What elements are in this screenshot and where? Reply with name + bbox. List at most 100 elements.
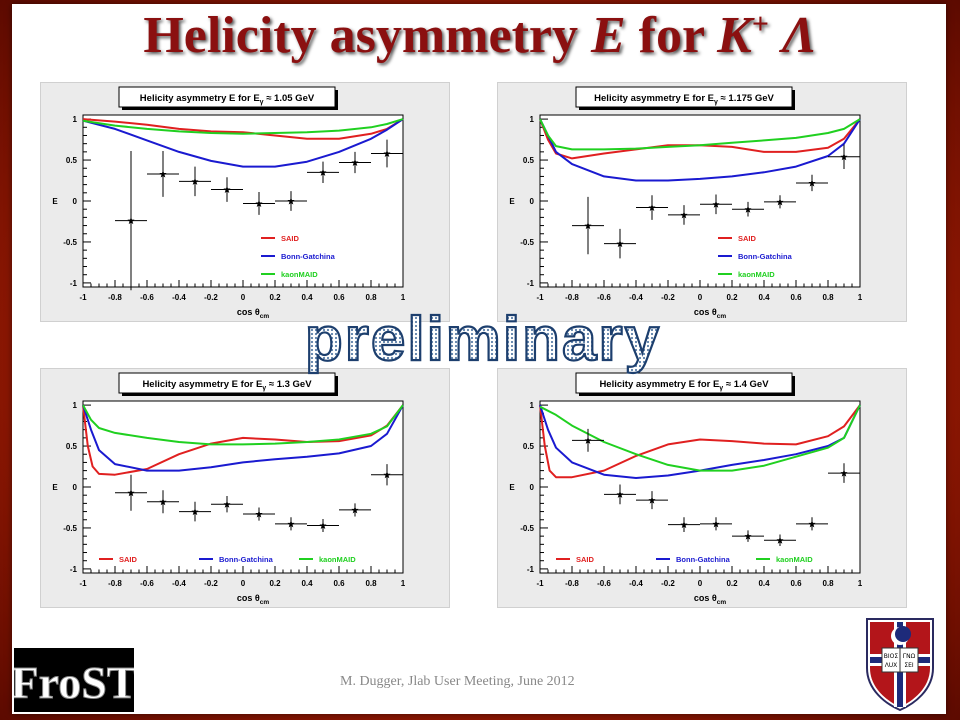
chart-title-suffix: ≈ 1.05 GeV [264, 93, 315, 104]
y-axis-label: E [52, 483, 58, 492]
legend-label: SAID [281, 234, 300, 243]
y-tick-label: 0 [73, 197, 78, 206]
data-point [211, 177, 243, 202]
data-marker [744, 205, 752, 213]
x-tick-label: 0.6 [333, 293, 345, 302]
y-tick-label: 0.5 [66, 442, 78, 451]
x-tick-label: -1 [536, 293, 544, 302]
x-tick-label: 0.8 [822, 579, 834, 588]
chart-title-prefix: Helicity asymmetry E for E [594, 93, 714, 104]
x-axis-label-main: cos θ [694, 593, 717, 603]
legend-label: kaonMAID [319, 555, 356, 564]
series-line-kaonmaid [82, 118, 404, 135]
data-marker [776, 536, 784, 544]
x-tick-label: 0.2 [726, 579, 738, 588]
data-point [339, 503, 371, 517]
data-point [636, 195, 668, 220]
chart-1175: Helicity asymmetry E for Eγ ≈ 1.175 GeV -… [509, 86, 863, 320]
chart-title-prefix: Helicity asymmetry E for E [599, 379, 719, 390]
y-tick-label: -0.5 [63, 524, 77, 533]
x-axis-label-subscript: cm [260, 599, 270, 606]
chart-title-shadow [579, 107, 795, 110]
data-marker [127, 217, 135, 225]
legend-label: SAID [738, 234, 757, 243]
x-axis-label-main: cos θ [237, 593, 260, 603]
x-tick-label: 1 [401, 579, 406, 588]
data-marker [584, 222, 592, 230]
chart-title-subscript: γ [714, 99, 718, 106]
x-tick-label: 0.8 [365, 293, 377, 302]
data-marker [808, 520, 816, 528]
y-tick-label: 1 [530, 115, 535, 124]
x-axis-label: cos θcm [237, 593, 269, 606]
data-point [147, 490, 179, 514]
chart-title-text: Helicity asymmetry E for Eγ ≈ 1.175 GeV [594, 93, 774, 106]
chart-title-subscript: γ [260, 99, 264, 106]
chart-panel-1400: Helicity asymmetry E for Eγ ≈ 1.4 GeV -1-… [497, 368, 907, 608]
data-point [243, 507, 275, 521]
data-marker [712, 520, 720, 528]
chart-1400: Helicity asymmetry E for Eγ ≈ 1.4 GeV-1-… [509, 372, 863, 606]
shield-word-2: ΓΝΩ [903, 653, 916, 660]
data-point [572, 428, 604, 452]
legend-entry-kaonmaid: kaonMAID [261, 270, 318, 279]
legend-entry-bonn-gatchina: Bonn-Gatchina [718, 252, 793, 261]
data-marker [383, 471, 391, 479]
y-tick-label: -0.5 [520, 238, 534, 247]
data-point [636, 491, 668, 510]
data-marker [648, 496, 656, 504]
data-marker [255, 199, 263, 207]
y-tick-label: 0.5 [523, 442, 535, 451]
data-marker [287, 197, 295, 205]
data-marker [648, 204, 656, 212]
title-main: Helicity asymmetry [143, 7, 591, 64]
title-variable: E [590, 7, 626, 64]
x-tick-label: 0.8 [365, 579, 377, 588]
series-line-bonn-gatchina [539, 118, 861, 182]
data-point [147, 151, 179, 197]
x-tick-label: 0 [698, 293, 703, 302]
x-axis-label: cos θcm [694, 593, 726, 606]
legend-label: kaonMAID [738, 270, 775, 279]
x-tick-label: 0 [241, 579, 246, 588]
chart-1050: Helicity asymmetry E for Eγ ≈ 1.05 GeV -1… [52, 86, 406, 320]
x-tick-label: -0.2 [661, 579, 675, 588]
data-marker [223, 500, 231, 508]
series-line-kaonmaid [539, 118, 861, 151]
x-tick-label: 1 [858, 579, 863, 588]
chart-title-text: Helicity asymmetry E for Eγ ≈ 1.05 GeV [140, 93, 315, 106]
chart-title: Helicity asymmetry E for Eγ ≈ 1.05 GeV [118, 86, 338, 110]
x-axis-label: cos θcm [237, 307, 269, 320]
x-tick-label: -0.4 [172, 293, 186, 302]
frost-logo: FroST [14, 648, 134, 712]
data-marker [840, 153, 848, 161]
shield-word-3: ΛUX [885, 662, 898, 669]
y-tick-label: -0.5 [63, 238, 77, 247]
x-tick-label: 0 [241, 293, 246, 302]
x-tick-label: 0.4 [758, 293, 770, 302]
title-lambda: Λ [768, 7, 817, 64]
data-marker [319, 168, 327, 176]
x-tick-label: -0.8 [108, 293, 122, 302]
data-marker [383, 149, 391, 157]
data-marker [255, 510, 263, 518]
y-tick-label: 1 [530, 401, 535, 410]
y-tick-label: -1 [70, 565, 78, 574]
x-tick-label: 0.4 [301, 579, 313, 588]
data-marker [351, 506, 359, 514]
y-axis-label: E [509, 483, 515, 492]
data-point [275, 191, 307, 211]
data-point [371, 464, 403, 486]
x-tick-label: 0.6 [790, 293, 802, 302]
chart-title-shadow [335, 90, 338, 109]
x-tick-label: -0.6 [597, 293, 611, 302]
legend-entry-kaonmaid: kaonMAID [299, 555, 356, 564]
plot-area [82, 400, 404, 574]
x-tick-label: 0.2 [726, 293, 738, 302]
watermark-text: preliminary [305, 308, 661, 374]
x-tick-label: -0.8 [108, 579, 122, 588]
data-point [700, 517, 732, 531]
legend-label: Bonn-Gatchina [281, 252, 336, 261]
y-tick-label: -0.5 [520, 524, 534, 533]
x-tick-label: 0.2 [269, 579, 281, 588]
